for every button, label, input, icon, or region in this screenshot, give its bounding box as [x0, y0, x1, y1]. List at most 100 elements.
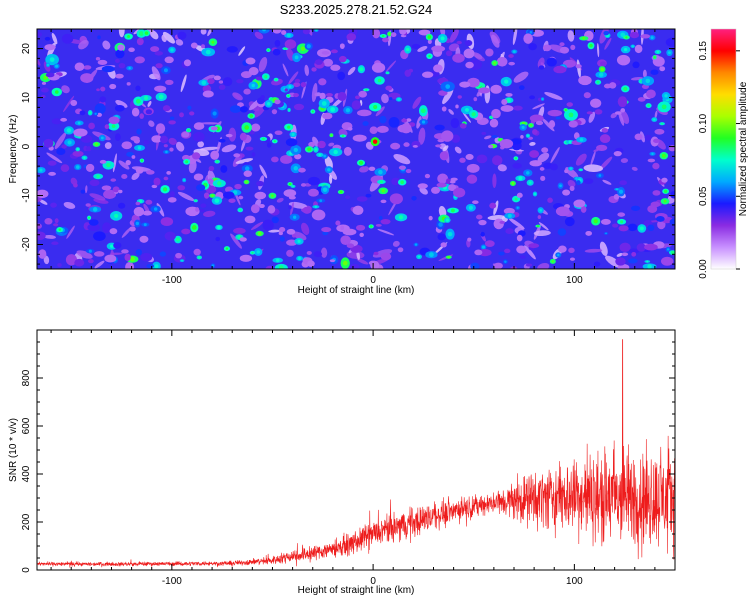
- heatmap-cell: [99, 159, 107, 164]
- heatmap-cell: [569, 257, 576, 261]
- heatmap-cell: [358, 90, 367, 98]
- heatmap-cell: [616, 188, 618, 191]
- heatmap-cell: [37, 31, 43, 38]
- heatmap-cell: [373, 104, 378, 110]
- heatmap-cell: [377, 78, 382, 83]
- heatmap-cell: [512, 29, 518, 45]
- heatmap-cell: [159, 251, 167, 257]
- heatmap-cell: [255, 76, 263, 81]
- heatmap-cell: [161, 34, 167, 43]
- heatmap-cell: [540, 175, 546, 181]
- heatmap-cell: [516, 206, 519, 209]
- heatmap-cell: [308, 141, 316, 148]
- heatmap-cell: [379, 115, 387, 124]
- heatmap-cell: [329, 259, 336, 263]
- heatmap-cell: [239, 237, 247, 242]
- heatmap-cell: [271, 216, 279, 224]
- heatmap-cell: [355, 95, 360, 100]
- heatmap-cell: [529, 150, 540, 158]
- heatmap-cell: [293, 82, 301, 88]
- heatmap-cell: [41, 81, 47, 85]
- heatmap-cell: [278, 265, 284, 269]
- heatmap-cell: [467, 77, 480, 88]
- heatmap-cell: [508, 61, 515, 66]
- heatmap-cell: [238, 195, 244, 200]
- heatmap-cell: [311, 82, 318, 103]
- heatmap-cell: [302, 29, 310, 35]
- heatmap-cell: [220, 165, 228, 173]
- heatmap-cell: [118, 160, 130, 170]
- heatmap-cell: [285, 138, 298, 147]
- heatmap-cell: [94, 112, 97, 115]
- heatmap-cell: [281, 30, 287, 35]
- heatmap-cell: [347, 66, 356, 76]
- heatmap-cell: [145, 109, 153, 115]
- heatmap-cell: [578, 75, 592, 86]
- heatmap-cell: [356, 196, 368, 202]
- heatmap-cell: [529, 95, 536, 100]
- heatmap-cell: [487, 215, 506, 221]
- heatmap-cell: [398, 165, 406, 170]
- heatmap-cell: [114, 213, 119, 218]
- heatmap-cell: [381, 189, 385, 193]
- heatmap-cell: [421, 120, 426, 124]
- heatmap-cell: [144, 31, 149, 35]
- heatmap-cell: [291, 132, 295, 137]
- heatmap-cell: [100, 86, 106, 92]
- heatmap-cell: [324, 155, 333, 170]
- heatmap-cell: [647, 158, 656, 163]
- heatmap-cell: [504, 260, 507, 263]
- heatmap-cell: [323, 58, 334, 67]
- heatmap-cell: [300, 81, 307, 88]
- heatmap-cell: [283, 189, 297, 198]
- heatmap-cell: [459, 157, 466, 163]
- heatmap-cell: [621, 252, 629, 257]
- heatmap-cell: [472, 52, 483, 60]
- heatmap-cell: [365, 88, 368, 91]
- heatmap-cell: [51, 118, 63, 125]
- heatmap-cell: [215, 160, 219, 164]
- heatmap-cell: [136, 37, 144, 46]
- heatmap-cell: [371, 62, 386, 73]
- y-tick-label: 800: [21, 369, 32, 386]
- heatmap-cell: [129, 226, 136, 232]
- heatmap-cell: [573, 199, 586, 208]
- heatmap-cell: [588, 111, 596, 123]
- heatmap-cell: [420, 108, 426, 114]
- heatmap-cell: [218, 80, 224, 84]
- heatmap-cell: [193, 173, 204, 181]
- heatmap-cell: [286, 48, 295, 61]
- heatmap-cell: [613, 150, 622, 157]
- heatmap-cell: [49, 57, 55, 62]
- heatmap-cell: [583, 92, 591, 99]
- heatmap-cell: [438, 90, 448, 96]
- heatmap-cell: [600, 61, 607, 67]
- heatmap-cell: [117, 202, 126, 209]
- heatmap-cell: [294, 55, 299, 60]
- heatmap-cell: [564, 216, 575, 227]
- heatmap-cell: [529, 114, 544, 123]
- heatmap-cell: [381, 93, 389, 104]
- heatmap-cell: [640, 34, 651, 39]
- heatmap-cell: [419, 187, 428, 195]
- heatmap-cell: [493, 218, 504, 230]
- heatmap-cell: [109, 252, 124, 255]
- heatmap-cell: [452, 53, 465, 63]
- heatmap-cell: [108, 116, 120, 125]
- heatmap-cell: [512, 50, 516, 54]
- heatmap-cell: [512, 162, 522, 169]
- heatmap-cell: [330, 107, 336, 112]
- heatmap-cell: [539, 208, 543, 212]
- snr-series-line: [37, 339, 675, 568]
- heatmap-cell: [349, 263, 360, 269]
- heatmap-cell: [254, 191, 267, 200]
- heatmap-cell: [292, 215, 297, 219]
- heatmap-cell: [170, 48, 174, 52]
- heatmap-cell: [147, 100, 152, 107]
- heatmap-cell: [187, 105, 192, 110]
- heatmap-cell: [239, 132, 247, 141]
- heatmap-cell: [668, 51, 671, 55]
- heatmap-cell: [501, 98, 508, 106]
- heatmap-cell: [373, 251, 379, 256]
